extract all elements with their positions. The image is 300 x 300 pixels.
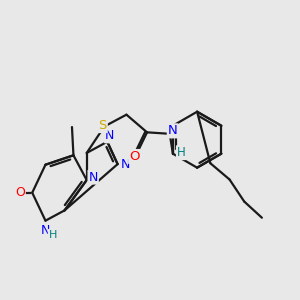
Text: N: N <box>168 124 178 137</box>
Text: N: N <box>121 158 130 171</box>
Text: H: H <box>177 146 186 159</box>
Text: O: O <box>129 150 140 163</box>
Text: N: N <box>88 171 98 184</box>
Text: N: N <box>105 129 114 142</box>
Text: H: H <box>49 230 57 240</box>
Text: N: N <box>41 224 50 237</box>
Text: O: O <box>15 186 25 199</box>
Text: S: S <box>98 119 107 132</box>
